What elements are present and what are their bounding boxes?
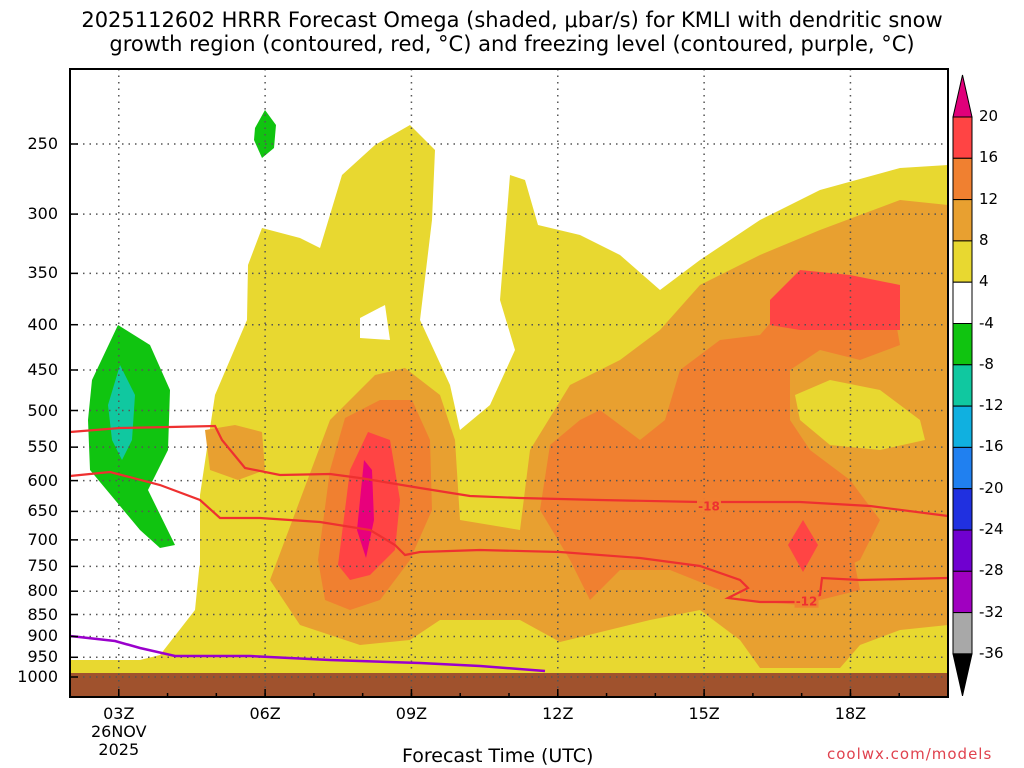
x-tick-label: 18Z bbox=[834, 704, 867, 723]
x-tick-label: 09Z bbox=[395, 704, 428, 723]
colorbar-label: -12 bbox=[979, 396, 1004, 415]
colorbar bbox=[952, 74, 973, 697]
y-tick-label: 550 bbox=[27, 437, 58, 457]
omega-field bbox=[70, 110, 948, 697]
x-tick-label: 03Z bbox=[103, 704, 135, 723]
colorbar-segment bbox=[952, 570, 973, 614]
y-tick-label: 500 bbox=[27, 400, 58, 420]
y-tick-label: 700 bbox=[27, 529, 58, 549]
colorbar-segment bbox=[952, 281, 973, 325]
contour-labels: -18 -12 bbox=[696, 497, 819, 609]
y-tick-label: 850 bbox=[27, 604, 58, 624]
y-tick-label: 400 bbox=[27, 314, 58, 334]
colorbar-label: -32 bbox=[979, 602, 1004, 621]
colorbar-segment bbox=[952, 240, 973, 283]
freezing-level-contour bbox=[69, 634, 546, 673]
colorbar-segment bbox=[952, 323, 973, 366]
y-tick-label: 250 bbox=[27, 134, 58, 153]
y-tick-label: 600 bbox=[27, 470, 58, 490]
contour-label: -12 bbox=[796, 595, 818, 609]
y-tick-label: 950 bbox=[27, 647, 58, 667]
contour-label-bg bbox=[794, 592, 819, 608]
contour-label: -18 bbox=[698, 499, 720, 513]
y-tick-label: 650 bbox=[27, 501, 58, 521]
colorbar-label: -24 bbox=[979, 520, 1004, 538]
colorbar-label: 20 bbox=[979, 107, 999, 125]
omega-fill-white-3 bbox=[795, 380, 925, 450]
colorbar-arrow-top bbox=[952, 74, 973, 118]
contour-label-bg bbox=[696, 497, 721, 513]
colorbar-label: -16 bbox=[979, 437, 1004, 456]
omega-fill-16-20-c bbox=[788, 520, 818, 572]
colorbar-label: -4 bbox=[979, 313, 994, 332]
x-tick-label: 12Z bbox=[542, 704, 574, 723]
omega-fill-8-12-b bbox=[205, 425, 265, 480]
omega-fill-16-20-b bbox=[770, 270, 900, 330]
colorbar-segment bbox=[952, 405, 973, 448]
date-label-line: 2025 bbox=[98, 740, 140, 759]
chart-title-line-1: 2025112602 HRRR Forecast Omega (shaded, … bbox=[81, 8, 943, 32]
chart-title-line-2: growth region (contoured, red, °C) and f… bbox=[109, 32, 915, 56]
colorbar-label: -20 bbox=[979, 478, 1004, 497]
x-tick-label: 15Z bbox=[688, 704, 720, 723]
omega-fill-gt20 bbox=[357, 460, 374, 558]
y-tick-label: 750 bbox=[27, 556, 58, 576]
colorbar-label: -28 bbox=[979, 561, 1004, 580]
colorbar-label: 12 bbox=[979, 189, 999, 208]
colorbar-segment bbox=[952, 199, 973, 242]
x-axis-label: Forecast Time (UTC) bbox=[402, 745, 594, 767]
colorbar-segment bbox=[952, 612, 973, 655]
colorbar-label: 8 bbox=[979, 230, 989, 249]
omega-fill-white-2 bbox=[70, 470, 200, 660]
colorbar-arrow-bottom bbox=[952, 653, 973, 697]
grid-lines bbox=[70, 69, 948, 697]
y-tick-label: 350 bbox=[27, 263, 58, 283]
y-tick-label: 1000 bbox=[17, 667, 58, 686]
colorbar-segment bbox=[952, 116, 973, 159]
omega-fill-white bbox=[360, 305, 390, 340]
omega-fill-neg-8-12 bbox=[108, 365, 135, 460]
colorbar-segment bbox=[952, 364, 973, 407]
x-tick-label: 06Z bbox=[249, 704, 281, 723]
credit-text: coolwx.com/models bbox=[827, 745, 993, 763]
colorbar-segment bbox=[952, 529, 973, 572]
y-tick-label: 450 bbox=[27, 359, 58, 379]
axis-ticks bbox=[69, 143, 949, 697]
date-label-line: 26NOV bbox=[90, 722, 147, 741]
colorbar-segment bbox=[952, 157, 973, 201]
colorbar-segment bbox=[952, 446, 973, 490]
y-tick-label: 800 bbox=[27, 581, 58, 601]
colorbar-label: -8 bbox=[979, 354, 994, 373]
colorbar-label: 16 bbox=[979, 148, 999, 167]
colorbar-label: 4 bbox=[979, 272, 989, 291]
y-tick-label: 900 bbox=[27, 626, 58, 646]
y-tick-label: 300 bbox=[27, 204, 58, 224]
colorbar-segment bbox=[952, 488, 973, 531]
colorbar-label: -36 bbox=[979, 643, 1004, 662]
dgz-contour-minus-18 bbox=[69, 424, 949, 518]
